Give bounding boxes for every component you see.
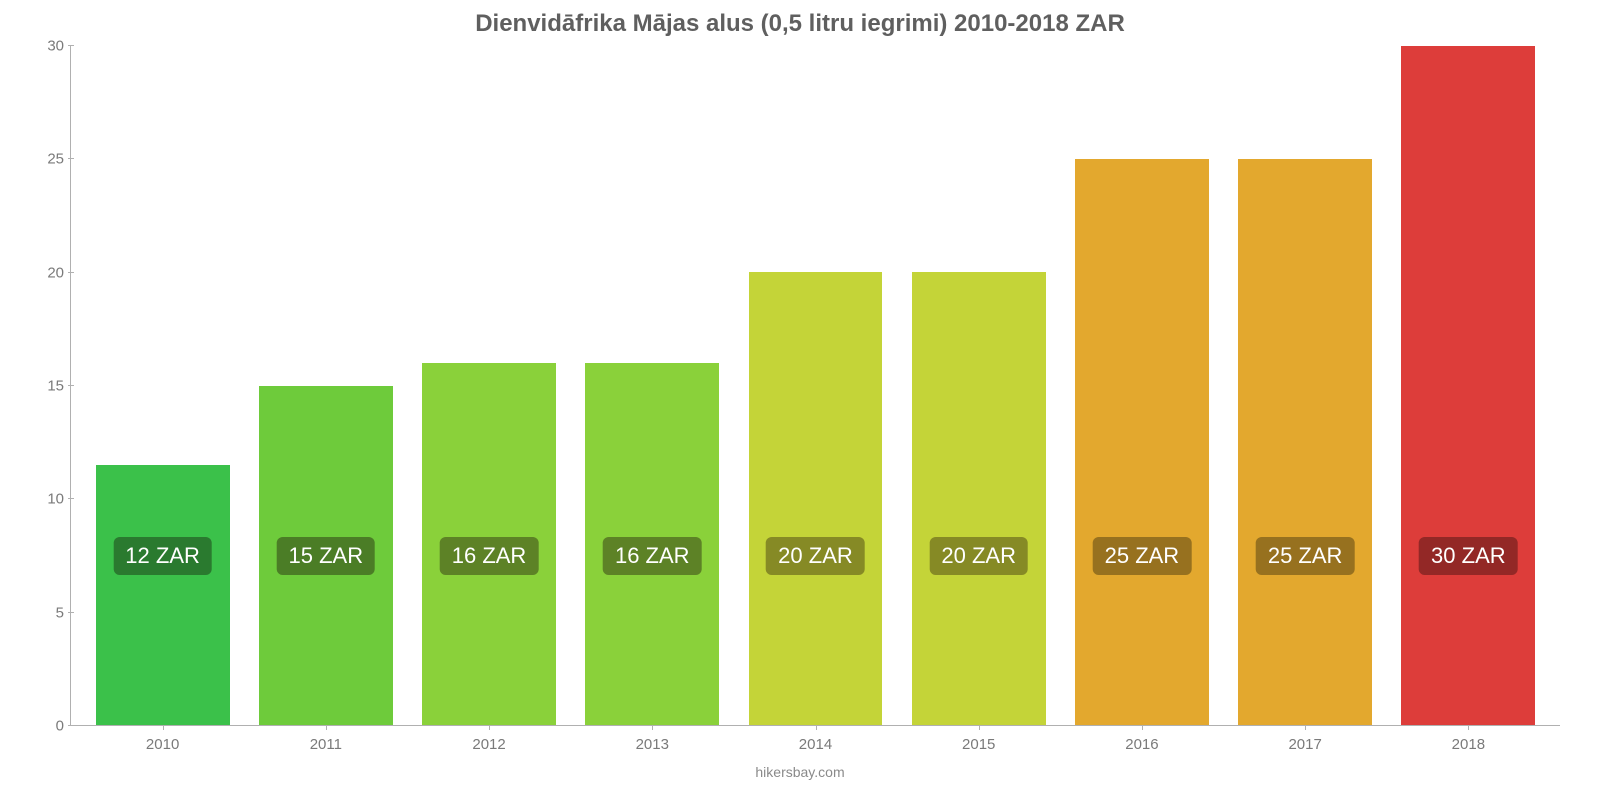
y-tick-label: 20 — [30, 264, 64, 281]
x-axis-labels: 201020112012201320142015201620172018 — [71, 736, 1560, 753]
bar-slot: 20 ZAR — [897, 46, 1060, 725]
x-tick-label: 2015 — [897, 736, 1060, 753]
chart-footer: hikersbay.com — [30, 764, 1570, 780]
bar: 16 ZAR — [585, 363, 719, 725]
chart-container: Dienvidāfrika Mājas alus (0,5 litru iegr… — [0, 0, 1600, 800]
bar-slot: 25 ZAR — [1224, 46, 1387, 725]
x-tick-mark — [652, 725, 653, 730]
bar: 25 ZAR — [1075, 159, 1209, 725]
x-tick-mark — [489, 725, 490, 730]
x-tick-mark — [816, 725, 817, 730]
x-tick-label: 2011 — [244, 736, 407, 753]
bar: 16 ZAR — [422, 363, 556, 725]
x-tick-label: 2016 — [1060, 736, 1223, 753]
bar: 15 ZAR — [259, 386, 393, 726]
plot: 051015202530 12 ZAR15 ZAR16 ZAR16 ZAR20 … — [70, 46, 1560, 726]
x-tick-label: 2018 — [1387, 736, 1550, 753]
bar-value-label: 16 ZAR — [440, 537, 539, 575]
x-tick-label: 2013 — [571, 736, 734, 753]
bar-slot: 25 ZAR — [1060, 46, 1223, 725]
x-tick-label: 2014 — [734, 736, 897, 753]
bar-slot: 30 ZAR — [1387, 46, 1550, 725]
x-tick-mark — [1468, 725, 1469, 730]
bar-slot: 16 ZAR — [407, 46, 570, 725]
x-tick-mark — [979, 725, 980, 730]
x-tick-label: 2012 — [407, 736, 570, 753]
y-tick-label: 30 — [30, 38, 64, 55]
bar-value-label: 20 ZAR — [766, 537, 865, 575]
bar: 12 ZAR — [96, 465, 230, 725]
x-tick-label: 2010 — [81, 736, 244, 753]
bar-slot: 12 ZAR — [81, 46, 244, 725]
y-tick-label: 5 — [30, 604, 64, 621]
bar-value-label: 15 ZAR — [277, 537, 376, 575]
bar-value-label: 30 ZAR — [1419, 537, 1518, 575]
bar-slot: 20 ZAR — [734, 46, 897, 725]
y-tick-label: 15 — [30, 378, 64, 395]
bar: 30 ZAR — [1401, 46, 1535, 725]
x-tick-mark — [1305, 725, 1306, 730]
y-axis: 051015202530 — [30, 46, 70, 726]
plot-area: 12 ZAR 15 ZAR 16 ZAR 16 ZAR 20 ZAR 20 ZAR 25 Z… — [70, 46, 1560, 726]
y-tick-label: 25 — [30, 151, 64, 168]
x-tick-mark — [1142, 725, 1143, 730]
bar-slot: 15 ZAR — [244, 46, 407, 725]
bar-value-label: 16 ZAR — [603, 537, 702, 575]
y-tick-label: 10 — [30, 491, 64, 508]
bar: 25 ZAR — [1238, 159, 1372, 725]
x-tick-mark — [163, 725, 164, 730]
bar: 20 ZAR — [749, 272, 883, 725]
bar-value-label: 25 ZAR — [1093, 537, 1192, 575]
bar-slot: 16 ZAR — [571, 46, 734, 725]
bars-group: 12 ZAR 15 ZAR 16 ZAR 16 ZAR 20 ZAR 20 ZAR 25 Z… — [71, 46, 1560, 725]
bar-value-label: 20 ZAR — [929, 537, 1028, 575]
bar: 20 ZAR — [912, 272, 1046, 725]
chart-title: Dienvidāfrika Mājas alus (0,5 litru iegr… — [30, 10, 1570, 38]
x-tick-mark — [326, 725, 327, 730]
x-tick-label: 2017 — [1224, 736, 1387, 753]
bar-value-label: 25 ZAR — [1256, 537, 1355, 575]
bar-value-label: 12 ZAR — [113, 537, 212, 575]
y-tick-label: 0 — [30, 718, 64, 735]
